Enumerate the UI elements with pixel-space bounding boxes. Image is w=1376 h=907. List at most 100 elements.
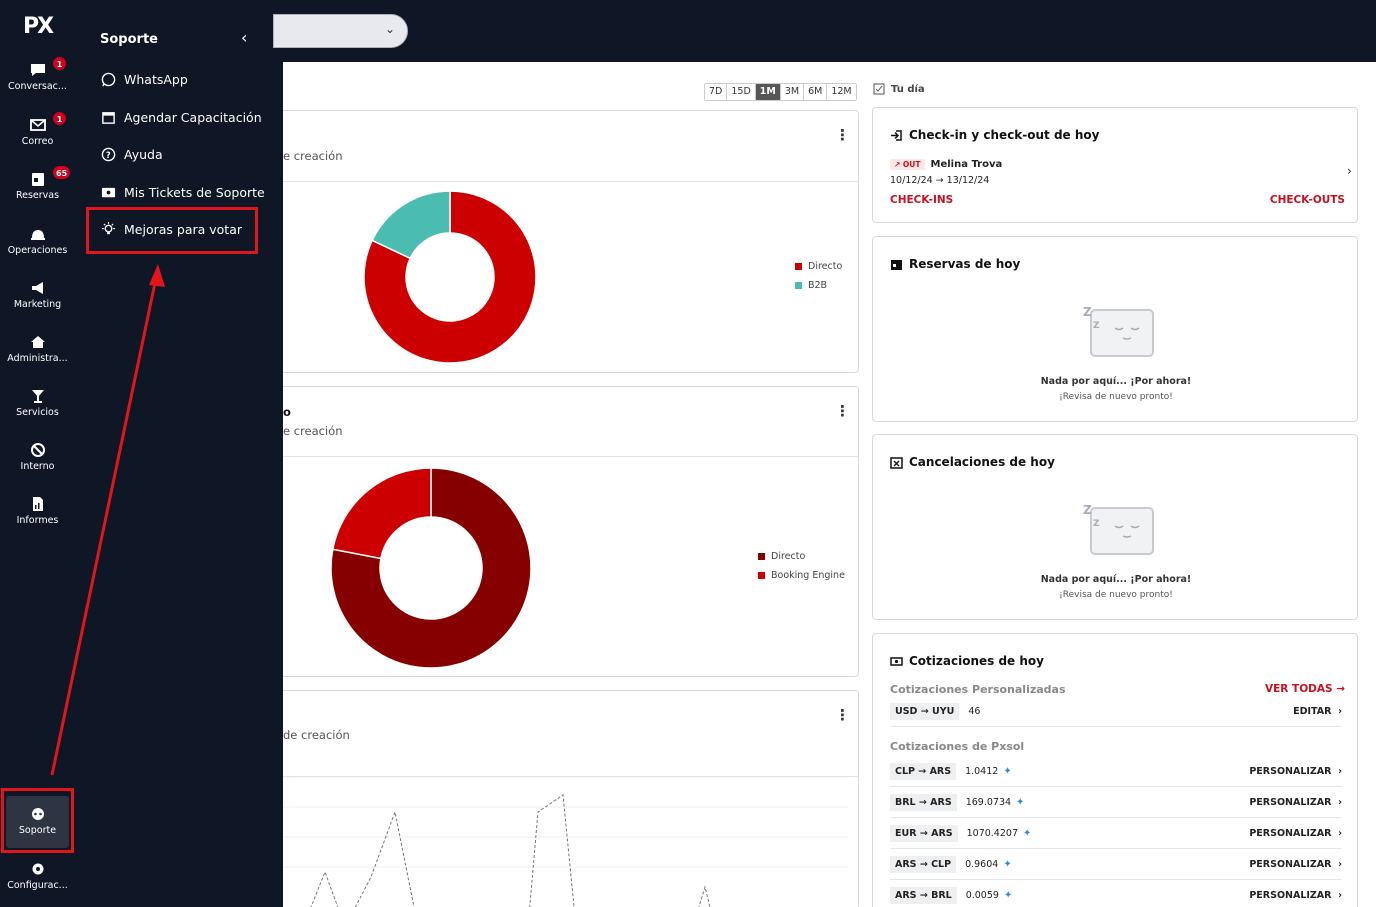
card-heading: Reservas de hoy — [890, 257, 1020, 271]
divider — [283, 456, 858, 457]
range-15d[interactable]: 15D — [727, 84, 756, 100]
legend-label: Directo — [808, 261, 843, 272]
more-options-icon[interactable]: ⋮ — [835, 706, 850, 724]
sparkle-icon: ✦ — [1003, 765, 1012, 777]
rail-item-interno[interactable]: Interno — [0, 442, 75, 472]
rate-value: 0.0059 — [965, 889, 999, 901]
rail-item-operaciones[interactable]: Operaciones — [0, 226, 75, 256]
flyout-item-ayuda[interactable]: ? Ayuda — [100, 146, 163, 162]
legend-label: Directo — [771, 551, 806, 562]
whatsapp-icon — [100, 71, 116, 87]
legend-swatch — [758, 572, 765, 579]
chart-subtitle: de creación — [283, 728, 350, 742]
legend-item[interactable]: Directo — [795, 261, 842, 272]
rail-item-informes[interactable]: Informes — [0, 496, 75, 526]
divider — [283, 181, 858, 182]
range-7d[interactable]: 7D — [705, 84, 728, 100]
legend-item[interactable]: Directo — [758, 551, 845, 562]
card-title: Check-in y check-out de hoy — [909, 128, 1100, 142]
checkbox-icon — [873, 83, 885, 95]
ver-todas-link[interactable]: VER TODAS → — [1265, 683, 1345, 695]
currency-pair: EUR → ARS — [890, 824, 958, 842]
card-heading: Cancelaciones de hoy — [890, 455, 1055, 469]
series-line — [310, 794, 711, 907]
flyout-item-agendar-capacitacion[interactable]: Agendar Capacitación — [100, 109, 262, 125]
rail-item-servicios[interactable]: Servicios — [0, 388, 75, 418]
svg-text:Z: Z — [1093, 519, 1100, 529]
more-options-icon[interactable]: ⋮ — [835, 402, 850, 420]
chart-card-3: de creación ⋮ — [283, 690, 859, 907]
rail-item-marketing[interactable]: Marketing — [0, 280, 75, 310]
highlight-box-soporte — [1, 788, 74, 853]
rail-item-correo[interactable]: 1 Correo — [0, 111, 75, 147]
count-badge: 65 — [52, 165, 72, 180]
rail-item-conversaciones[interactable]: 1 Conversac... — [0, 56, 75, 92]
rail-item-reservas[interactable]: 65 Reservas — [0, 165, 75, 201]
personalizar-button[interactable]: PERSONALIZAR › — [1249, 796, 1342, 808]
empty-subtitle: ¡Revisa de nuevo pronto! — [1059, 392, 1173, 402]
chart-legend: Directo Booking Engine — [758, 551, 845, 589]
range-3m[interactable]: 3M — [780, 84, 805, 100]
app-logo[interactable]: PX — [22, 14, 54, 39]
donut-slice-b2b[interactable] — [371, 190, 451, 260]
personalizar-button[interactable]: PERSONALIZAR › — [1249, 858, 1342, 870]
empty-title: Nada por aquí... ¡Por ahora! — [1040, 376, 1192, 387]
personalizar-button[interactable]: PERSONALIZAR › — [1249, 765, 1342, 777]
legend-swatch — [758, 553, 765, 560]
rate-row: USD → UYU 46 EDITAR › — [890, 696, 1342, 727]
personalizar-button[interactable]: PERSONALIZAR › — [1249, 889, 1342, 901]
flyout-item-label: Mejoras para votar — [124, 221, 242, 237]
donut-slice-booking-engine[interactable] — [331, 467, 432, 560]
check-outs-link[interactable]: CHECK-OUTS — [1269, 194, 1345, 206]
date-range-selector: 7D 15D 1M 3M 6M 12M — [704, 83, 857, 101]
flyout-item-mis-tickets[interactable]: Mis Tickets de Soporte — [100, 184, 265, 200]
legend-item[interactable]: B2B — [795, 280, 842, 291]
top-bar: ⌄ — [273, 0, 1376, 62]
tu-dia-label: Tu día — [891, 83, 925, 95]
range-1m[interactable]: 1M — [755, 84, 781, 100]
calendar-icon — [100, 109, 116, 125]
sleeping-calendar-icon: Z Z — [1083, 305, 1154, 357]
rail-item-configuracion[interactable]: Configurac... — [0, 861, 75, 891]
flyout-item-label: Agendar Capacitación — [124, 109, 262, 125]
empty-state: Nada por aquí... ¡Por ahora! ¡Revisa de … — [873, 574, 1359, 600]
currency-pair: USD → UYU — [890, 702, 960, 720]
svg-text:Z: Z — [1083, 305, 1092, 319]
card-title: Cancelaciones de hoy — [909, 455, 1055, 469]
chevron-right-icon[interactable]: › — [1347, 164, 1352, 178]
block-icon — [30, 443, 45, 457]
check-ins-link[interactable]: CHECK-INS — [890, 194, 954, 206]
donut-chart — [330, 467, 532, 669]
rate-value: 46 — [968, 705, 981, 717]
cocktail-icon — [31, 390, 44, 403]
rate-value: 1.0412 — [965, 765, 999, 777]
flyout-item-label: Ayuda — [124, 146, 163, 162]
donut-slice-directo[interactable] — [363, 190, 537, 364]
legend-item[interactable]: Booking Engine — [758, 570, 845, 581]
collapse-chevron-icon[interactable]: ‹ — [241, 28, 248, 47]
range-12m[interactable]: 12M — [827, 84, 856, 100]
left-rail: PX 1 Conversac... 1 Correo 65 Reservas O… — [0, 0, 75, 907]
rate-row: ARS → BRL 0.0059 ✦ PERSONALIZAR › — [890, 880, 1342, 907]
rail-item-soporte[interactable]: Soporte — [6, 796, 69, 848]
personalizar-button[interactable]: PERSONALIZAR › — [1249, 827, 1342, 839]
rail-item-administracion[interactable]: Administra... — [0, 334, 75, 364]
highlight-box-mejoras — [86, 207, 258, 254]
out-tag: ↗ OUT — [890, 159, 925, 170]
editar-button[interactable]: EDITAR › — [1293, 705, 1342, 717]
help-icon: ? — [100, 146, 116, 162]
more-options-icon[interactable]: ⋮ — [835, 126, 850, 144]
card-heading: Check-in y check-out de hoy — [890, 128, 1099, 142]
empty-title: Nada por aquí... ¡Por ahora! — [1040, 574, 1192, 585]
flyout-item-whatsapp[interactable]: WhatsApp — [100, 71, 188, 87]
flyout-item-mejoras-para-votar[interactable]: Mejoras para votar — [100, 221, 242, 237]
property-selector[interactable]: ⌄ — [273, 14, 408, 48]
lightbulb-icon — [100, 221, 116, 237]
donut-slice-directo[interactable] — [330, 467, 532, 669]
sparkle-icon: ✦ — [1022, 827, 1032, 839]
flyout-title: Soporte — [100, 32, 158, 47]
rate-value: 0.9604 — [965, 858, 999, 870]
support-icon — [31, 808, 44, 820]
checkout-entry[interactable]: ↗ OUT Melina Trova — [890, 159, 1002, 170]
range-6m[interactable]: 6M — [804, 84, 828, 100]
